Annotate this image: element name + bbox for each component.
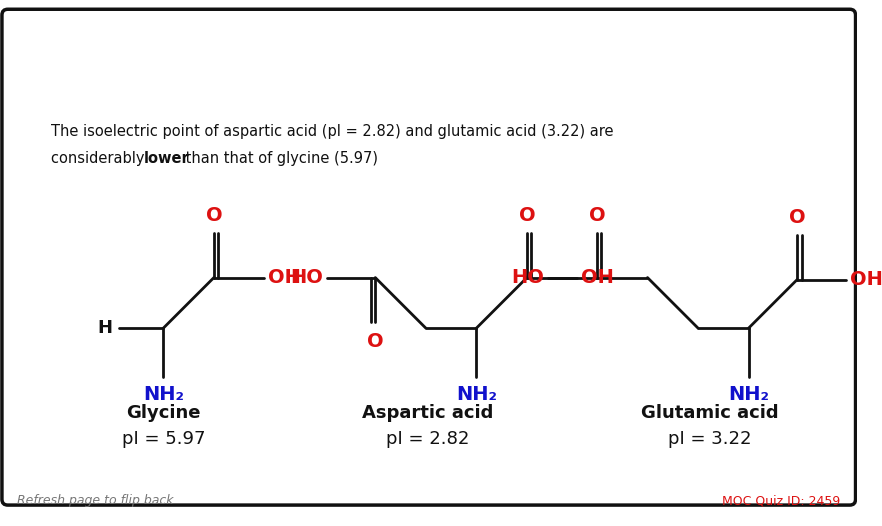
Text: NH₂: NH₂ [729,385,769,403]
Text: pI = 2.82: pI = 2.82 [386,430,469,448]
Text: O: O [588,206,605,225]
Text: pI = 5.97: pI = 5.97 [122,430,206,448]
Text: O: O [206,206,222,225]
Text: NH₂: NH₂ [456,385,497,403]
Text: Refresh page to flip back: Refresh page to flip back [18,494,174,507]
Text: Glycine: Glycine [126,404,200,422]
Text: O: O [367,332,384,351]
Text: O: O [789,208,805,227]
Text: The isoelectric point of aspartic acid (pI = 2.82) and glutamic acid (3.22) are: The isoelectric point of aspartic acid (… [50,124,613,139]
Text: HO: HO [512,268,544,287]
Text: OH: OH [581,268,614,287]
Text: OH: OH [849,270,882,289]
Text: pI = 3.22: pI = 3.22 [668,430,751,448]
Text: H: H [98,319,113,337]
Text: Aspartic acid: Aspartic acid [363,404,493,422]
Text: than that of glycine (5.97): than that of glycine (5.97) [181,151,377,166]
Text: lower: lower [144,151,190,166]
Text: considerably: considerably [50,151,149,166]
Text: MOC Quiz ID: 2459: MOC Quiz ID: 2459 [721,494,840,507]
Text: O: O [519,206,535,225]
Text: Glutamic acid: Glutamic acid [641,404,779,422]
Text: HO: HO [290,268,323,287]
FancyBboxPatch shape [2,9,856,505]
Text: NH₂: NH₂ [143,385,183,403]
Text: OH: OH [268,268,302,287]
